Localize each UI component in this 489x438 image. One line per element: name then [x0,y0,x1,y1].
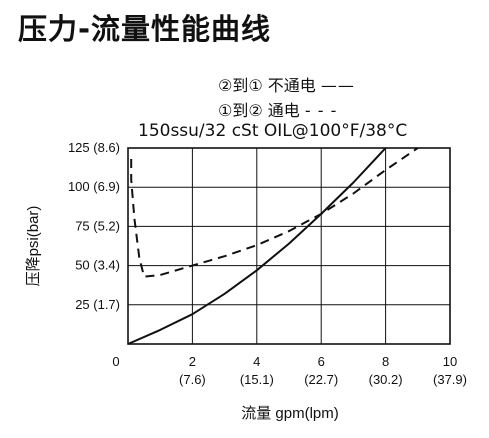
x-tick-sublabel: (30.2) [369,372,403,387]
y-axis-label: 压降psi(bar) [25,206,42,287]
x-tick-sublabel: (37.9) [433,372,467,387]
plot-frame [127,147,451,345]
y-tick-label: 25 (1.7) [75,297,120,312]
legend-solid-line-mark: —— [320,76,355,95]
series-lines [127,147,419,345]
x-tick-label: 0 [112,354,119,369]
x-tick-label: 8 [382,354,389,369]
y-tick-label: 50 (3.4) [75,258,120,273]
legend-label: ②到① 不通电 [218,76,316,95]
x-tick-label: 2 [189,354,196,369]
x-tick-label: 10 [443,354,457,369]
tick-labels: 25 (1.7) 50 (3.4) 75 (5.2) 100 (6.9) 125 (8.… [68,140,467,387]
x-tick-sublabel: (15.1) [240,372,274,387]
x-tick-label: 6 [318,354,325,369]
x-tick-label: 4 [253,354,260,369]
y-tick-label: 75 (5.2) [75,218,120,233]
legend-entry-de-energized: ②到① 不通电 —— [218,72,355,96]
legend-entry-energized: ①到② 通电 - - - [218,97,337,121]
x-axis-label: 流量 gpm(lpm) [241,405,339,422]
legend-dashed-line-mark: - - - [304,101,338,120]
y-tick-label: 125 (8.6) [68,140,120,155]
y-tick-label: 100 (6.9) [68,179,120,194]
series-line-energized [130,147,419,278]
test-condition-label: 150ssu/32 cSt OIL@100°F/38°C [138,121,408,141]
series-line-de-energized [127,147,387,345]
x-tick-sublabel: (7.6) [179,372,206,387]
chart-title: 压力-流量性能曲线 [18,12,272,46]
legend-label: ①到② 通电 [218,101,300,120]
grid [128,148,450,344]
x-tick-sublabel: (22.7) [304,372,338,387]
